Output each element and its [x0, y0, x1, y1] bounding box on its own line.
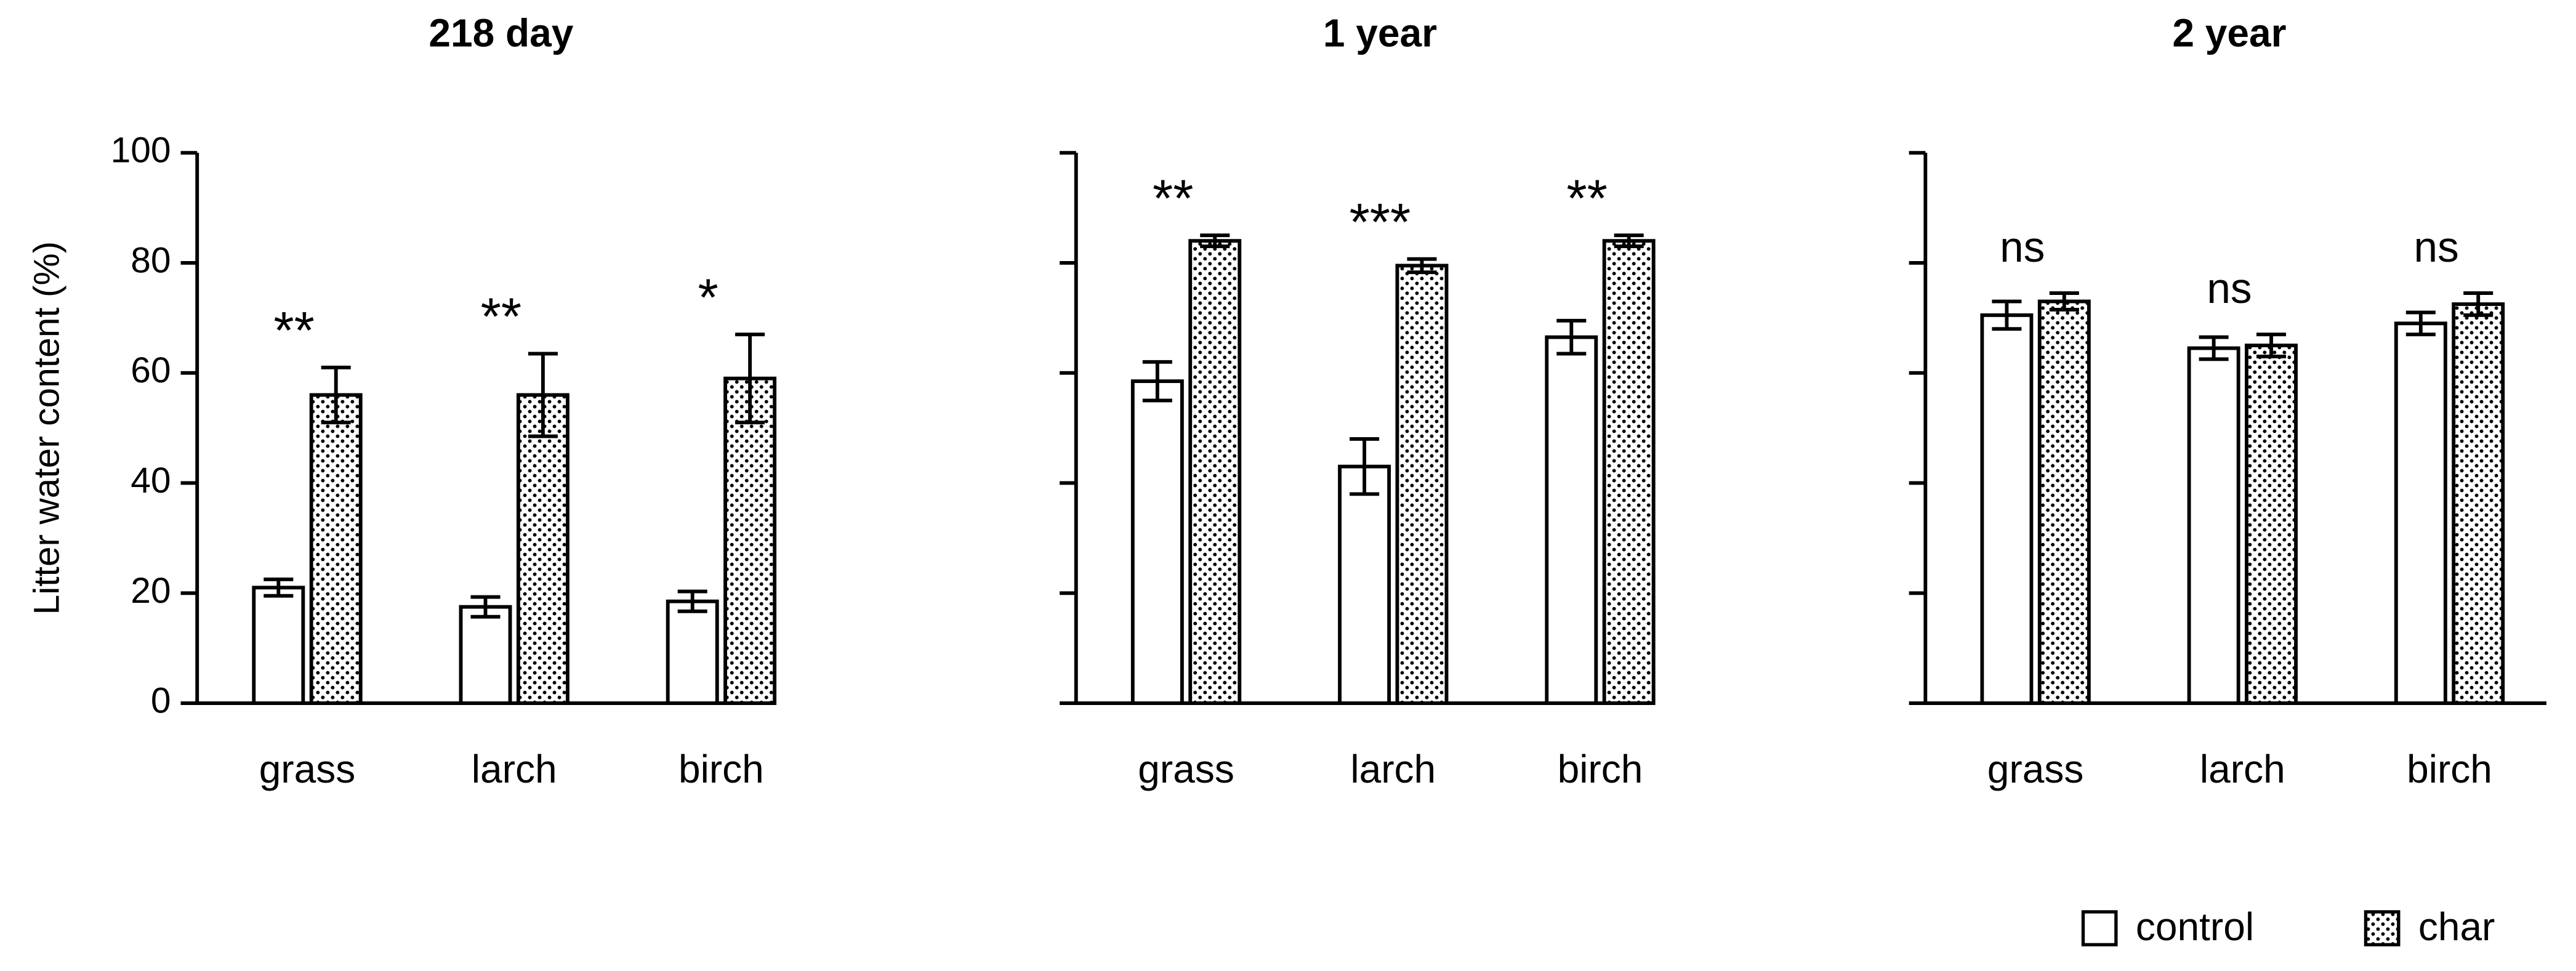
- bar: [516, 393, 570, 705]
- y-tick-label: 40: [131, 461, 171, 501]
- error-bar: [2463, 291, 2493, 317]
- bar: [2187, 346, 2240, 705]
- bar: [723, 376, 777, 705]
- error-bar: [470, 595, 501, 619]
- significance-label: ***: [1350, 193, 1411, 252]
- chart-title: 1 year: [1323, 11, 1437, 55]
- error-bar: [2049, 291, 2079, 312]
- y-tick-label: 60: [131, 350, 171, 390]
- significance-label: **: [273, 302, 314, 360]
- bar: [1130, 379, 1184, 705]
- bar: [1602, 239, 1656, 705]
- bar: [1395, 264, 1449, 705]
- x-tick-label: birch: [678, 747, 764, 791]
- significance-label: ns: [2207, 264, 2252, 312]
- y-axis-label: Litter water content (%): [27, 241, 67, 615]
- x-tick-label: birch: [2407, 747, 2492, 791]
- bar: [2245, 344, 2298, 705]
- bar: [1338, 464, 1391, 705]
- y-tick-label: 0: [151, 681, 171, 721]
- bar: [459, 605, 512, 705]
- x-tick-label: birch: [1558, 747, 1643, 791]
- chart-title: 218 day: [429, 11, 573, 55]
- y-tick-label: 80: [131, 240, 171, 280]
- y-tick-label: 20: [131, 571, 171, 611]
- bar: [309, 393, 363, 705]
- legend-swatch: [2364, 910, 2401, 946]
- bar: [1980, 313, 2034, 705]
- x-tick-label: grass: [1138, 747, 1234, 791]
- significance-label: **: [1566, 169, 1607, 228]
- bar: [2037, 299, 2091, 705]
- bar: [2394, 321, 2447, 705]
- error-bar: [321, 365, 351, 425]
- error-bar: [2199, 335, 2229, 361]
- significance-label: ns: [2414, 223, 2459, 271]
- bar: [1545, 335, 1598, 705]
- significance-label: **: [481, 288, 521, 347]
- error-bar: [2256, 332, 2287, 358]
- x-tick-label: grass: [1987, 747, 2084, 791]
- x-tick-label: larch: [1350, 747, 1436, 791]
- x-tick-label: larch: [2200, 747, 2285, 791]
- significance-label: **: [1153, 169, 1193, 228]
- legend-label: control: [2136, 905, 2254, 949]
- error-bar: [1200, 233, 1230, 249]
- error-bar: [1556, 318, 1587, 356]
- error-bar: [735, 332, 765, 425]
- error-bar: [2405, 310, 2436, 337]
- error-bar: [677, 589, 707, 613]
- error-bar: [528, 352, 558, 438]
- significance-label: *: [698, 268, 718, 327]
- error-bar: [264, 577, 294, 598]
- bar: [252, 586, 305, 705]
- chart-title: 2 year: [2172, 11, 2286, 55]
- bar: [2452, 302, 2505, 705]
- y-tick-label: 100: [111, 131, 171, 171]
- x-tick-label: larch: [472, 747, 557, 791]
- error-bar: [1407, 257, 1437, 275]
- x-tick-label: grass: [259, 747, 356, 791]
- legend-label: char: [2418, 905, 2495, 949]
- bar: [1188, 239, 1242, 705]
- legend-swatch: [2081, 910, 2118, 946]
- significance-label: ns: [2000, 223, 2045, 271]
- error-bar: [1142, 360, 1172, 403]
- error-bar: [1992, 299, 2022, 331]
- error-bar: [1614, 233, 1644, 249]
- error-bar: [1350, 437, 1380, 496]
- bar: [666, 599, 719, 705]
